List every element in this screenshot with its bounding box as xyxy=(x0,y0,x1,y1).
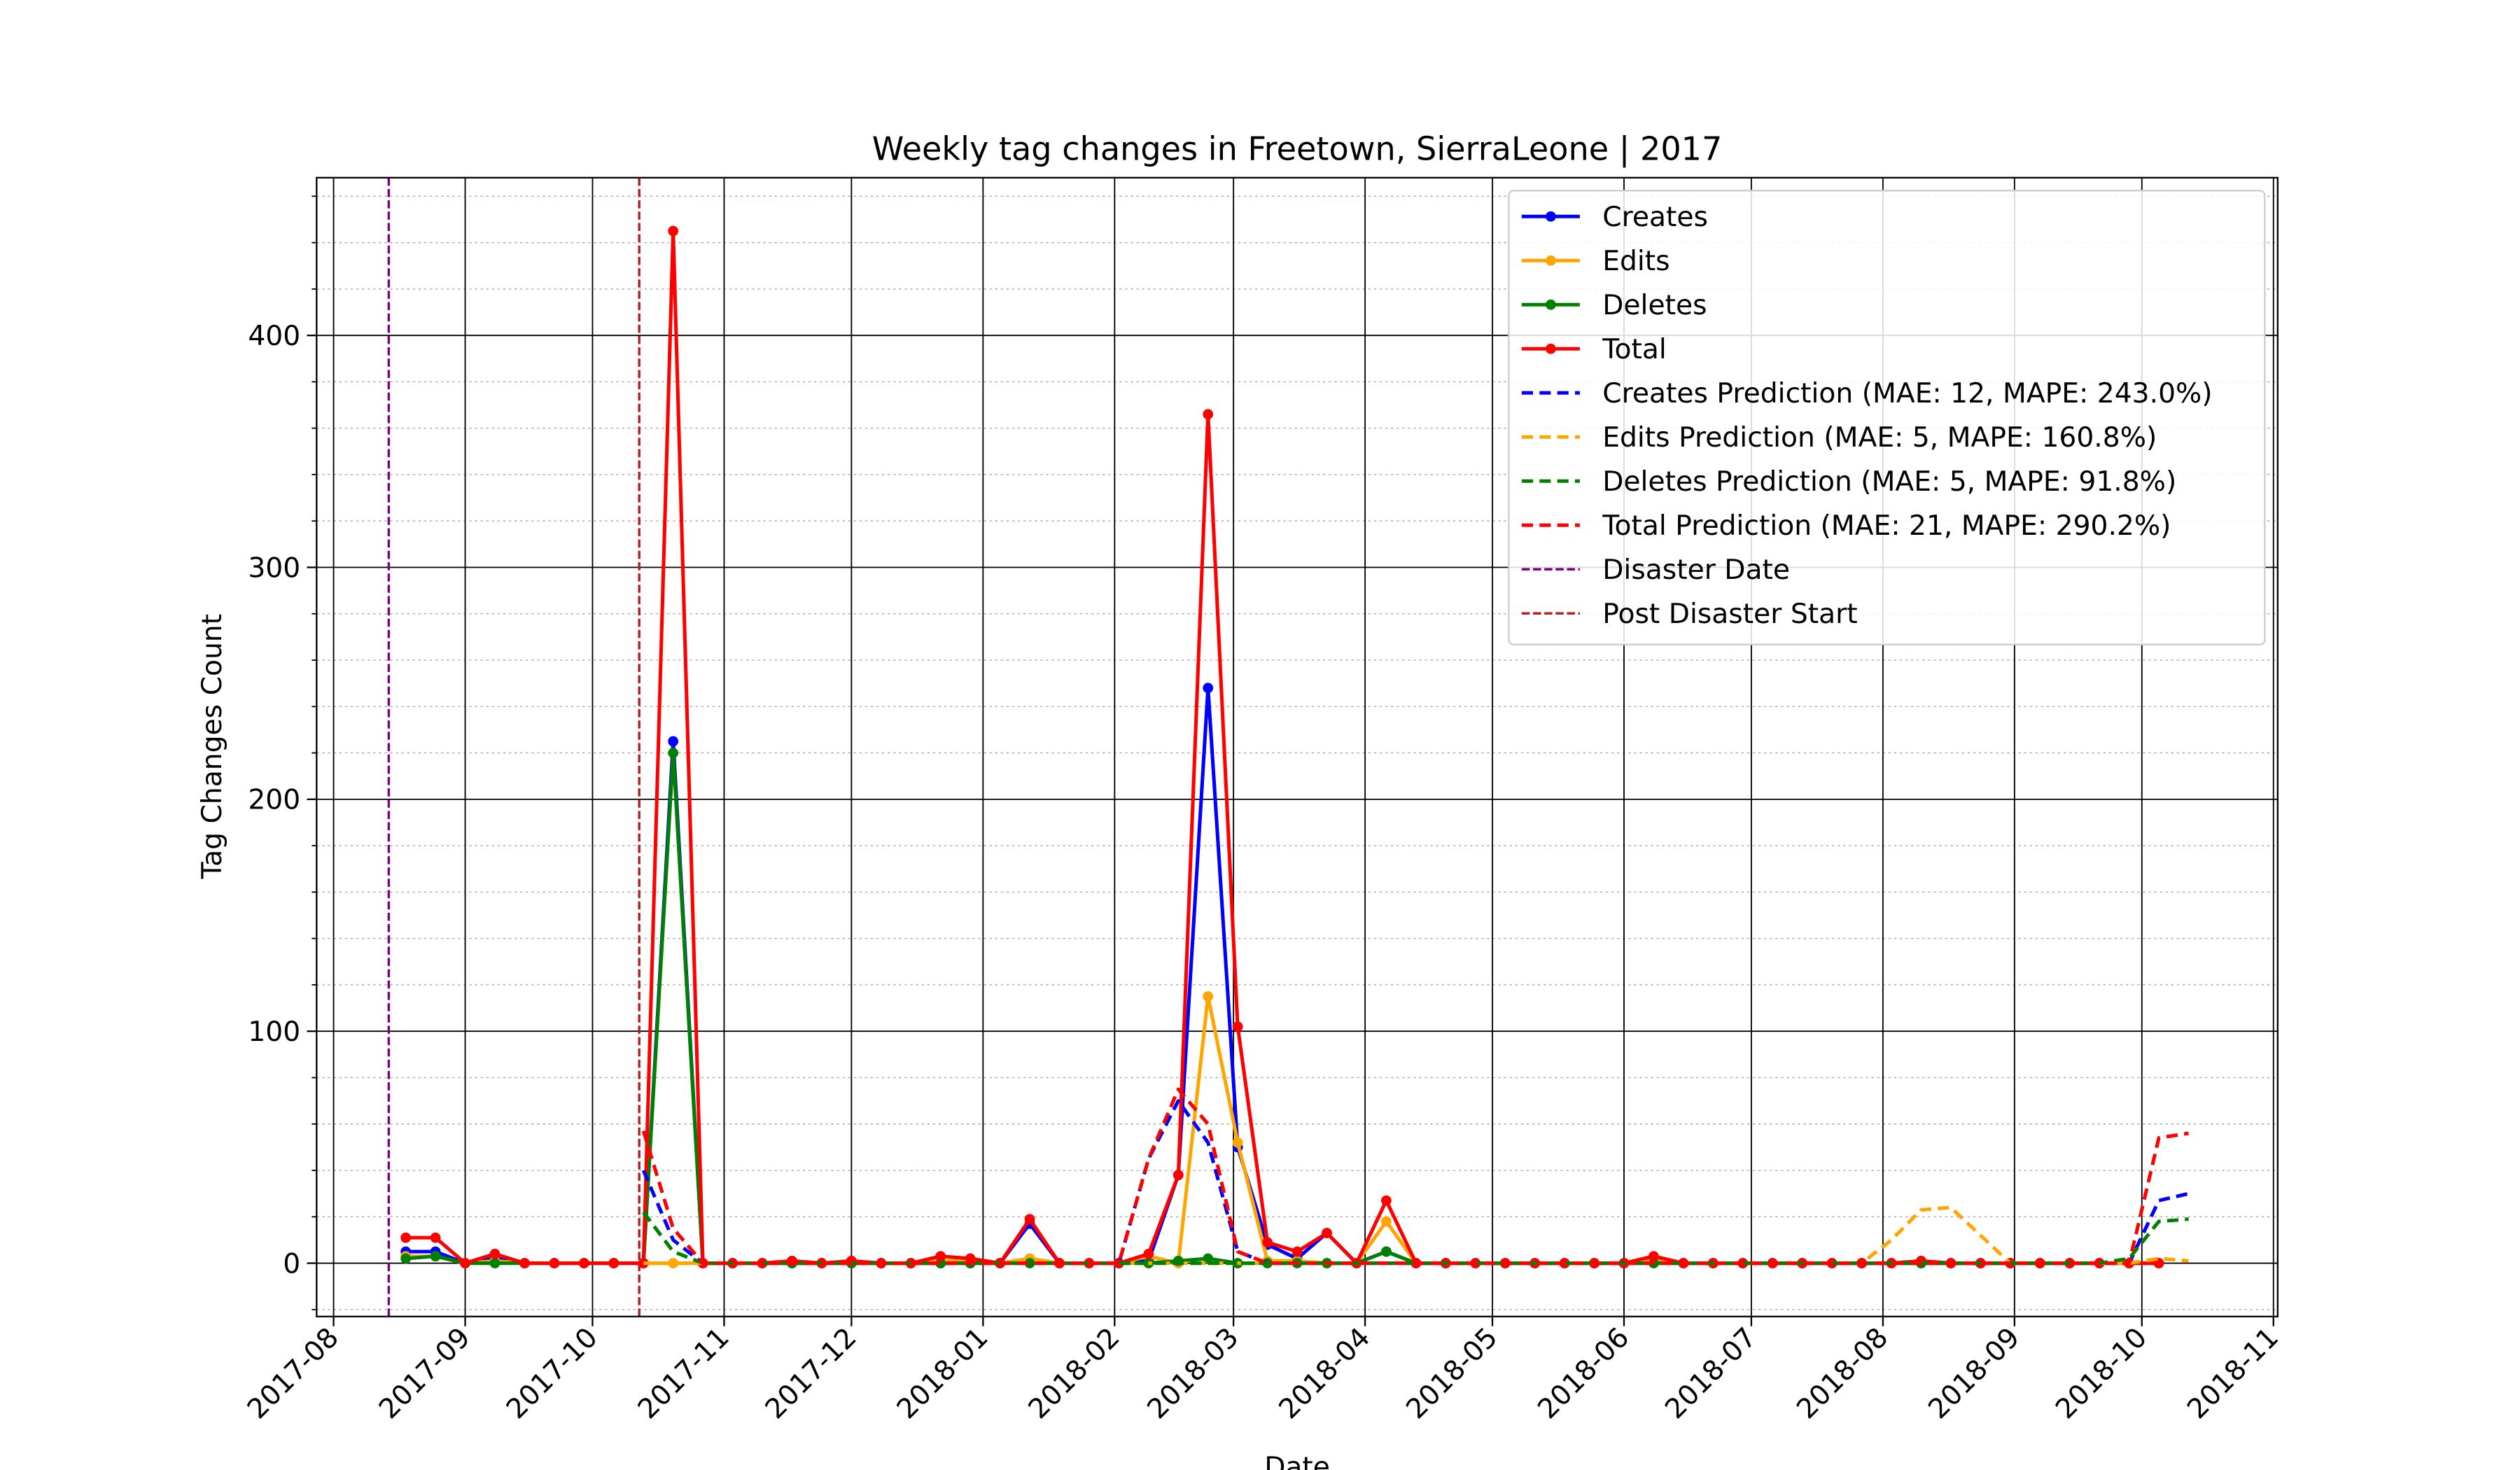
data-point xyxy=(1024,1214,1035,1224)
legend-label: Creates Prediction (MAE: 12, MAPE: 243.0… xyxy=(1602,378,2212,410)
data-point xyxy=(489,1258,500,1268)
data-point xyxy=(1232,1021,1243,1032)
data-point xyxy=(1648,1251,1659,1262)
data-point xyxy=(757,1258,768,1268)
y-tick-label: 200 xyxy=(248,785,300,816)
legend-label: Post Disaster Start xyxy=(1602,598,1857,630)
data-point xyxy=(1114,1258,1124,1268)
y-axis-label: Tag Changes Count xyxy=(197,614,228,879)
data-point xyxy=(1262,1237,1273,1248)
data-point xyxy=(430,1232,441,1243)
x-axis-label: Date xyxy=(1264,1452,1330,1470)
data-point xyxy=(430,1251,441,1262)
data-point xyxy=(460,1258,470,1268)
data-point xyxy=(549,1258,560,1268)
legend-marker xyxy=(1546,255,1556,266)
legend-label: Edits Prediction (MAE: 5, MAPE: 160.8%) xyxy=(1602,422,2157,454)
legend-label: Total Prediction (MAE: 21, MAPE: 290.2%) xyxy=(1602,510,2171,542)
series-line xyxy=(641,1087,2189,1266)
legend-marker xyxy=(1546,299,1556,310)
data-point xyxy=(1322,1228,1332,1238)
data-point xyxy=(489,1248,500,1259)
legend-label: Deletes xyxy=(1602,290,1707,321)
legend-label: Disaster Date xyxy=(1602,554,1790,586)
chart-title: Weekly tag changes in Freetown, SierraLe… xyxy=(872,130,1723,168)
y-tick-label: 300 xyxy=(248,552,300,584)
data-point xyxy=(1203,682,1214,694)
data-point xyxy=(1381,1246,1392,1257)
data-point xyxy=(578,1258,589,1268)
data-point xyxy=(608,1258,620,1268)
legend-label: Creates xyxy=(1602,202,1708,233)
data-point xyxy=(400,1232,412,1243)
data-point xyxy=(1381,1195,1392,1206)
data-point xyxy=(400,1253,412,1264)
legend-label: Deletes Prediction (MAE: 5, MAPE: 91.8%) xyxy=(1602,466,2176,498)
data-point xyxy=(668,736,679,747)
data-point xyxy=(519,1258,530,1268)
data-point xyxy=(1024,1258,1035,1268)
legend-label: Total xyxy=(1602,334,1667,365)
y-tick-label: 0 xyxy=(283,1248,300,1280)
data-point xyxy=(935,1251,946,1262)
legend-marker xyxy=(1546,211,1556,222)
y-tick-label: 400 xyxy=(248,321,300,352)
plot-frame xyxy=(316,176,2278,1317)
data-point xyxy=(1381,1216,1392,1227)
data-point xyxy=(668,748,679,758)
y-tick-label: 100 xyxy=(248,1016,300,1048)
legend-marker xyxy=(1546,343,1556,354)
data-point xyxy=(1232,1137,1243,1148)
data-point xyxy=(668,225,679,237)
data-point xyxy=(1292,1246,1303,1257)
data-point xyxy=(1203,409,1214,420)
data-point xyxy=(1203,991,1214,1002)
data-point xyxy=(668,1258,679,1268)
legend-box xyxy=(1508,190,2266,645)
data-point xyxy=(1143,1248,1154,1259)
data-point xyxy=(1203,1253,1214,1264)
data-point xyxy=(1172,1170,1184,1181)
data-point xyxy=(965,1253,976,1264)
legend-label: Edits xyxy=(1602,246,1670,277)
